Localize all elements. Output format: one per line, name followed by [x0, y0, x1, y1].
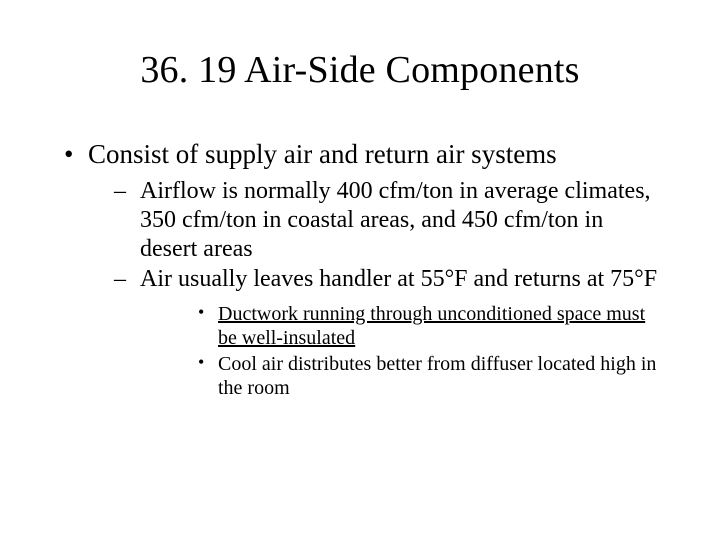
- bullet-l1-text: Consist of supply air and return air sys…: [88, 139, 557, 169]
- bullet-list-level3: Ductwork running through unconditioned s…: [140, 302, 662, 400]
- bullet-l3-item: Cool air distributes better from diffuse…: [140, 352, 662, 400]
- slide-container: 36. 19 Air-Side Components Consist of su…: [0, 0, 720, 540]
- bullet-l2-text: Airflow is normally 400 cfm/ton in avera…: [140, 178, 651, 262]
- bullet-l2-item: Air usually leaves handler at 55°F and r…: [88, 265, 662, 400]
- slide-title: 36. 19 Air-Side Components: [58, 48, 662, 92]
- bullet-list-level2: Airflow is normally 400 cfm/ton in avera…: [88, 177, 662, 400]
- bullet-l2-item: Airflow is normally 400 cfm/ton in avera…: [88, 177, 662, 263]
- bullet-list-level1: Consist of supply air and return air sys…: [58, 138, 662, 400]
- bullet-l3-text-underlined: Ductwork running through unconditioned s…: [218, 303, 645, 349]
- bullet-l2-text: Air usually leaves handler at 55°F and r…: [140, 266, 657, 292]
- bullet-l3-item: Ductwork running through unconditioned s…: [140, 302, 662, 350]
- bullet-l1-item: Consist of supply air and return air sys…: [58, 138, 662, 400]
- bullet-l3-text: Cool air distributes better from diffuse…: [218, 353, 656, 399]
